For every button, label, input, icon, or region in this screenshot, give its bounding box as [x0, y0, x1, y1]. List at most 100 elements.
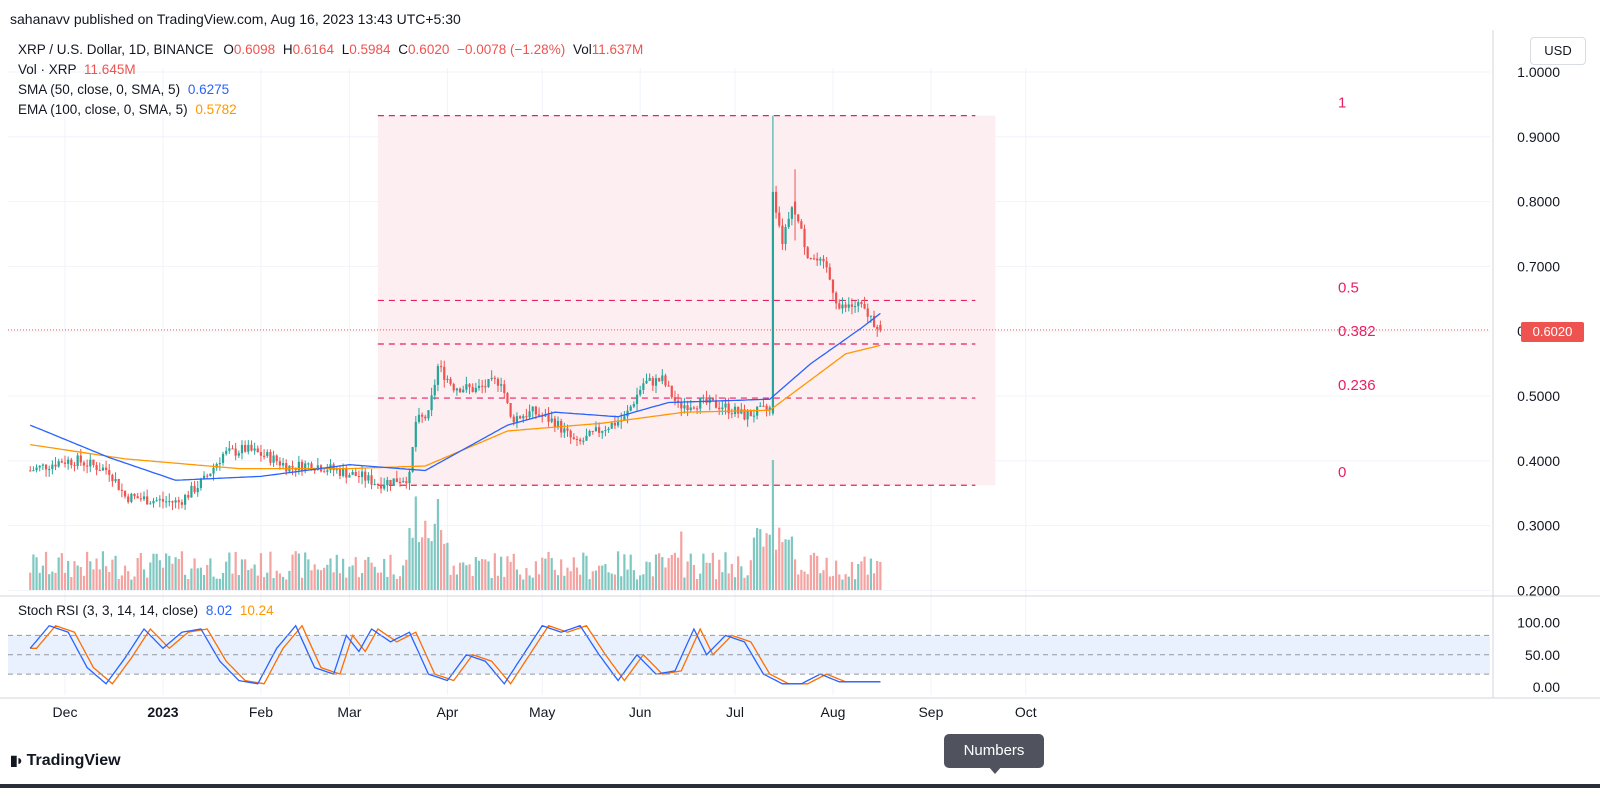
- tradingview-logo[interactable]: ▮◗ TradingView: [10, 752, 121, 770]
- candle-body: [376, 483, 379, 485]
- volume-bar: [528, 575, 531, 590]
- volume-bar: [550, 558, 553, 590]
- open-value: 0.6098: [233, 42, 276, 57]
- candle-body: [468, 384, 471, 388]
- volume-bar: [512, 553, 515, 590]
- volume-bar: [386, 576, 389, 590]
- candlestick-series: [29, 115, 882, 511]
- candle-body: [724, 403, 727, 408]
- volume-bar: [708, 562, 711, 590]
- symbol-legend: XRP / U.S. Dollar, 1D, BINANCE O0.6098 H…: [18, 42, 643, 57]
- candle-body: [793, 201, 797, 215]
- candle-body: [218, 462, 221, 465]
- volume-bar: [648, 562, 651, 590]
- currency-button[interactable]: USD: [1530, 37, 1586, 65]
- volume-bar: [51, 571, 54, 590]
- volume-bar: [733, 577, 737, 590]
- candle-body: [458, 388, 462, 393]
- volume-bar: [433, 523, 436, 590]
- volume-bar: [787, 539, 790, 590]
- volume-bar: [613, 574, 617, 590]
- candle-body: [152, 500, 155, 504]
- volume-bar: [781, 542, 784, 590]
- volume-bar: [847, 576, 850, 590]
- candle-body: [872, 315, 876, 327]
- volume-bar: [610, 573, 613, 590]
- candle-body: [262, 455, 266, 457]
- volume-bar: [228, 552, 231, 590]
- ema-legend[interactable]: EMA (100, close, 0, SMA, 5) 0.5782: [18, 102, 237, 117]
- volume-bar: [572, 557, 575, 590]
- volume-bar: [417, 542, 421, 590]
- volume-bar: [342, 558, 345, 590]
- candle-body: [92, 459, 95, 466]
- candle-body: [563, 428, 566, 433]
- volume-bar: [209, 558, 212, 590]
- candle-body: [196, 488, 199, 493]
- volume-value: 11.637M: [591, 42, 644, 57]
- volume-bar: [569, 571, 572, 590]
- volume-bar: [664, 567, 667, 590]
- vol-legend[interactable]: Vol · XRP 11.645M: [18, 62, 136, 77]
- volume-bar: [632, 570, 635, 590]
- volume-bar: [196, 568, 199, 590]
- volume-bar: [591, 571, 594, 590]
- volume-bar: [749, 560, 752, 590]
- time-tick-label: Feb: [249, 704, 273, 720]
- volume-bar: [183, 574, 187, 590]
- price-tick-label: 0.4000: [1517, 453, 1560, 469]
- volume-bar: [449, 574, 452, 590]
- candle-body: [215, 464, 218, 468]
- volume-bar: [275, 570, 278, 590]
- volume-bar: [711, 552, 714, 590]
- candle-body: [70, 459, 73, 466]
- candle-body: [705, 397, 708, 403]
- candle-body: [433, 384, 436, 396]
- volume-bar: [262, 577, 266, 590]
- candle-body: [632, 404, 635, 407]
- candle-body: [364, 471, 367, 481]
- candle-body: [809, 258, 812, 260]
- close-label: C: [398, 42, 409, 57]
- price-tick-label: 1.0000: [1517, 64, 1560, 80]
- candle-body: [465, 384, 468, 390]
- candle-body: [421, 414, 424, 417]
- candle-body: [866, 308, 869, 317]
- candle-body: [822, 258, 825, 262]
- candle-body: [591, 430, 594, 432]
- volume-bar: [392, 574, 395, 590]
- candle-body: [800, 221, 803, 229]
- candle-body: [876, 326, 879, 330]
- volume-bar: [67, 560, 70, 590]
- volume-bar: [566, 567, 569, 590]
- volume-bar: [168, 555, 171, 590]
- candle-body: [714, 400, 718, 408]
- volume-bar: [853, 579, 857, 590]
- volume-bar: [699, 573, 702, 590]
- window-bottom-bar: [0, 784, 1600, 788]
- stoch-rsi-legend[interactable]: Stoch RSI (3, 3, 14, 14, close) 8.02 10.…: [18, 603, 274, 618]
- candle-body: [386, 479, 389, 486]
- candle-body: [281, 463, 285, 466]
- volume-bar: [111, 559, 114, 590]
- volume-bar: [326, 564, 329, 590]
- candle-body: [863, 303, 866, 309]
- volume-bar: [439, 530, 443, 590]
- candle-body: [721, 407, 724, 410]
- candle-body: [338, 469, 342, 476]
- volume-bar: [383, 558, 386, 590]
- high-value: 0.6164: [292, 42, 334, 57]
- price-tick-label: 0.2000: [1517, 582, 1560, 598]
- candle-body: [285, 463, 288, 472]
- volume-bar: [123, 565, 127, 590]
- candle-body: [816, 258, 819, 261]
- volume-bar: [411, 537, 414, 590]
- candle-body: [610, 422, 613, 429]
- volume-bar: [142, 569, 146, 590]
- candle-body: [534, 406, 538, 415]
- candle-body: [490, 377, 493, 380]
- candle-body: [225, 450, 228, 454]
- volume-bar: [575, 567, 579, 590]
- sma-legend[interactable]: SMA (50, close, 0, SMA, 5) 0.6275: [18, 82, 229, 97]
